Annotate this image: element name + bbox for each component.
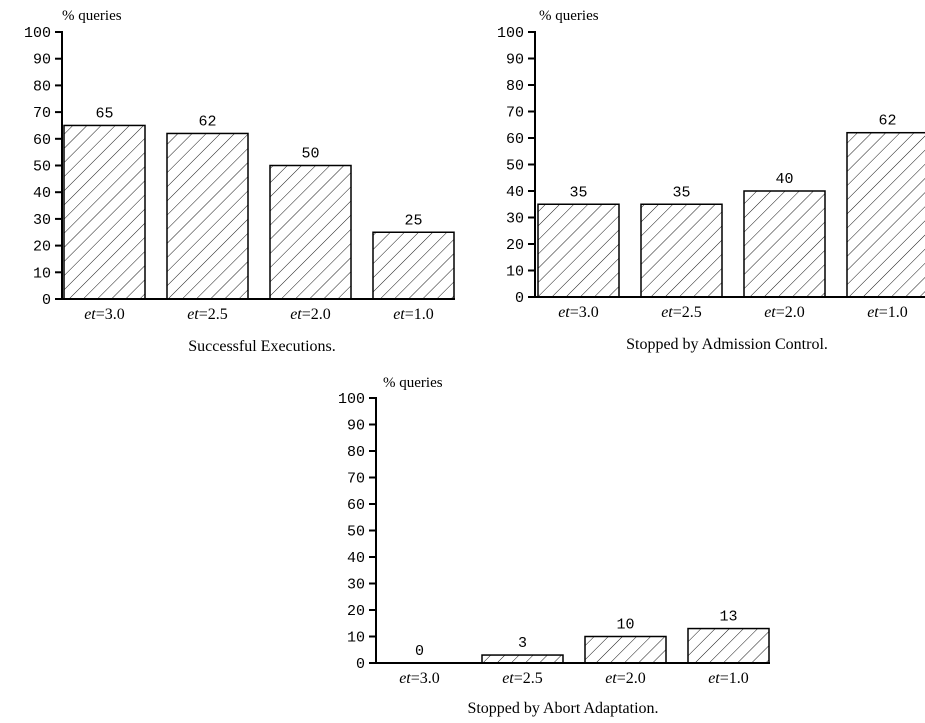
y-tick-label: 100 bbox=[24, 25, 51, 42]
y-axis-label: % queries bbox=[539, 8, 599, 24]
y-tick-label: 70 bbox=[347, 471, 365, 488]
chart-panel-1: % queries 0 10 20 30 40 50 60 70 80 90 100 65 et=3.0 6… bbox=[24, 8, 455, 355]
x-category-label: et=2.0 bbox=[290, 306, 331, 323]
bar-value-label: 40 bbox=[775, 171, 793, 188]
y-tick-label: 0 bbox=[515, 290, 524, 307]
bar-value-label: 10 bbox=[616, 617, 634, 634]
chart-panel-2: % queries 0 10 20 30 40 50 60 70 80 90 100 35 et=3.0 3… bbox=[497, 8, 925, 353]
bar bbox=[537, 203, 620, 298]
x-category-label: et=2.5 bbox=[502, 670, 543, 687]
y-tick-label: 50 bbox=[506, 158, 524, 175]
x-category-label: et=2.5 bbox=[187, 306, 228, 323]
bar-value-label: 3 bbox=[518, 635, 527, 652]
bar-value-label: 13 bbox=[719, 609, 737, 626]
x-category-label: et=3.0 bbox=[558, 304, 599, 321]
bar bbox=[584, 635, 667, 664]
bar-value-label: 62 bbox=[878, 113, 896, 130]
bar bbox=[166, 132, 249, 300]
y-tick-label: 40 bbox=[33, 185, 51, 202]
y-axis-label: % queries bbox=[62, 8, 122, 24]
y-tick-label: 20 bbox=[33, 239, 51, 256]
bar bbox=[687, 627, 770, 664]
y-tick-label: 60 bbox=[347, 497, 365, 514]
y-tick-label: 60 bbox=[33, 132, 51, 149]
y-tick-label: 10 bbox=[347, 630, 365, 647]
y-tick-label: 10 bbox=[506, 264, 524, 281]
y-tick-label: 100 bbox=[338, 391, 365, 408]
y-tick-label: 40 bbox=[506, 184, 524, 201]
x-category-label: et=3.0 bbox=[84, 306, 125, 323]
x-category-label: et=2.5 bbox=[661, 304, 702, 321]
bar bbox=[743, 190, 826, 298]
y-tick-label: 30 bbox=[347, 577, 365, 594]
bar bbox=[269, 164, 352, 300]
x-category-label: et=3.0 bbox=[399, 670, 440, 687]
x-category-label: et=1.0 bbox=[393, 306, 434, 323]
y-axis-label: % queries bbox=[383, 375, 443, 391]
y-tick-label: 60 bbox=[506, 131, 524, 148]
bar-value-label: 35 bbox=[672, 184, 690, 201]
y-tick-label: 70 bbox=[33, 105, 51, 122]
x-category-label: et=1.0 bbox=[708, 670, 749, 687]
x-category-label: et=2.0 bbox=[605, 670, 646, 687]
y-tick-label: 20 bbox=[506, 237, 524, 254]
y-tick-label: 0 bbox=[356, 656, 365, 673]
bar bbox=[846, 131, 925, 298]
chart-caption: Stopped by Admission Control. bbox=[626, 336, 828, 353]
y-tick-label: 90 bbox=[506, 52, 524, 69]
y-tick-label: 90 bbox=[347, 418, 365, 435]
bar-value-label: 0 bbox=[415, 643, 424, 660]
x-category-label: et=2.0 bbox=[764, 304, 805, 321]
y-tick-label: 90 bbox=[33, 52, 51, 69]
y-tick-label: 30 bbox=[33, 212, 51, 229]
bar-value-label: 65 bbox=[95, 105, 113, 122]
y-tick-label: 100 bbox=[497, 25, 524, 42]
bar-value-label: 62 bbox=[198, 113, 216, 130]
y-tick-label: 30 bbox=[506, 211, 524, 228]
bar-value-label: 25 bbox=[404, 212, 422, 229]
y-tick-label: 20 bbox=[347, 603, 365, 620]
chart-caption: Successful Executions. bbox=[188, 338, 336, 355]
chart-panel-3: % queries 0 10 20 30 40 50 60 70 80 90 100 0 et=3.0 3 e… bbox=[338, 375, 770, 717]
y-tick-label: 80 bbox=[33, 78, 51, 95]
y-tick-label: 50 bbox=[33, 159, 51, 176]
x-category-label: et=1.0 bbox=[867, 304, 908, 321]
bar bbox=[372, 231, 455, 300]
chart-caption: Stopped by Abort Adaptation. bbox=[467, 700, 658, 717]
y-tick-label: 10 bbox=[33, 265, 51, 282]
bar-value-label: 50 bbox=[301, 146, 319, 163]
bar bbox=[640, 203, 723, 298]
y-tick-label: 70 bbox=[506, 105, 524, 122]
y-tick-label: 0 bbox=[42, 292, 51, 309]
y-tick-label: 40 bbox=[347, 550, 365, 567]
y-tick-label: 80 bbox=[347, 444, 365, 461]
bar bbox=[481, 654, 564, 664]
bar bbox=[63, 124, 146, 300]
y-tick-label: 50 bbox=[347, 524, 365, 541]
bar-value-label: 35 bbox=[569, 184, 587, 201]
y-tick-label: 80 bbox=[506, 78, 524, 95]
